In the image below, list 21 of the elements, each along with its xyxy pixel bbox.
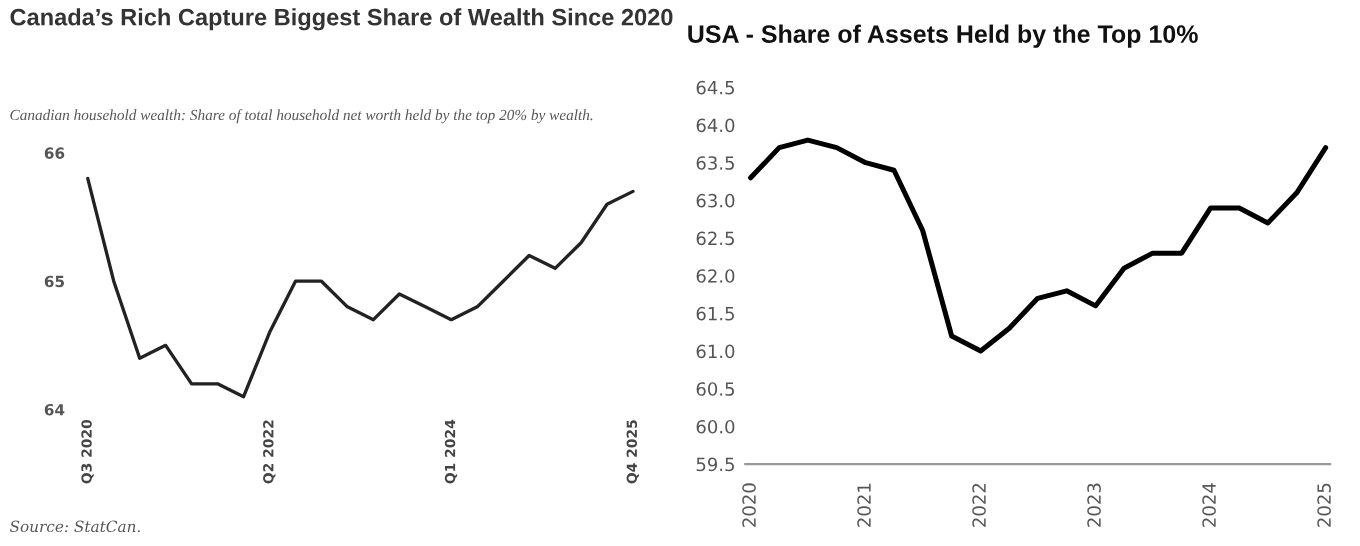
y-tick-label: 62.0	[696, 269, 735, 283]
y-tick-label: 64.0	[696, 118, 735, 133]
line-series	[86, 176, 635, 399]
y-tick-label: 64.5	[696, 80, 734, 95]
x-tick-label: 2023	[1087, 483, 1101, 527]
x-tick-label: 2022	[972, 483, 986, 527]
y-tick-label: 63.5	[696, 156, 734, 170]
chart-title: Canada’s Rich Capture Biggest Share of Wealth Since 2020	[10, 8, 673, 31]
x-tick-label: 2025	[1317, 483, 1331, 527]
y-tick-label: 63.0	[696, 193, 735, 208]
x-tick-label: 2021	[857, 483, 871, 527]
y-tick-label: 59.5	[696, 457, 734, 472]
y-tick-label: 60.0	[696, 419, 735, 434]
y-tick-label: 62.5	[696, 231, 734, 246]
x-tick-label: 2020	[742, 483, 756, 527]
y-tick-label: 61.5	[696, 306, 734, 321]
y-tick-label: 60.5	[696, 382, 734, 396]
y-tick-label: 61.0	[696, 344, 735, 359]
line-series	[748, 137, 1329, 354]
chart-title: USA - Share of Assets Held by the Top 10%	[688, 24, 1198, 48]
x-tick-label: 2024	[1202, 483, 1216, 527]
